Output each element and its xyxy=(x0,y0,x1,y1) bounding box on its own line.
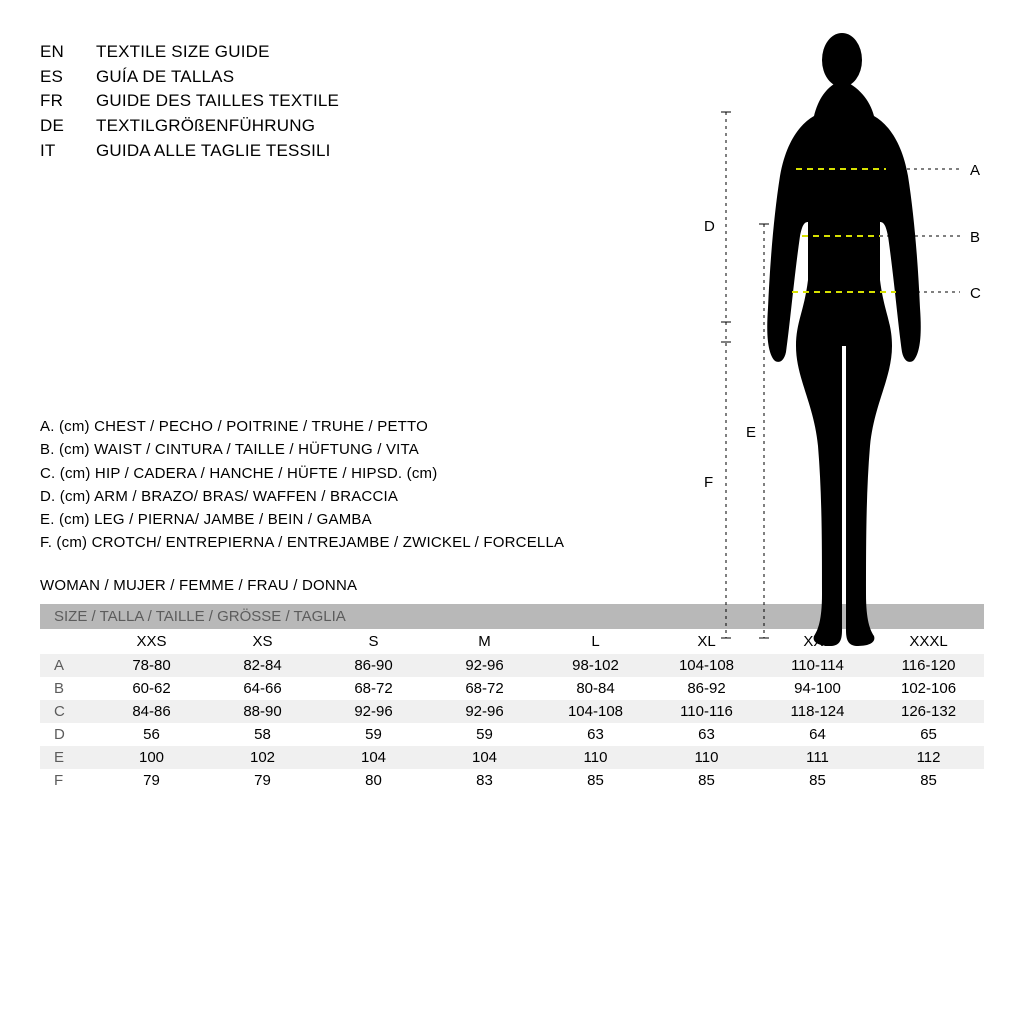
cell: 111 xyxy=(762,746,873,769)
cell: 63 xyxy=(651,723,762,746)
cell: 63 xyxy=(540,723,651,746)
cell: 59 xyxy=(318,723,429,746)
cell: 68-72 xyxy=(429,677,540,700)
figure-label-c: C xyxy=(970,285,981,302)
figure-label-e: E xyxy=(746,424,756,441)
cell: 88-90 xyxy=(207,700,318,723)
lang-text: GUIDE DES TAILLES TEXTILE xyxy=(96,89,339,114)
col-xs: XS xyxy=(207,629,318,654)
cell: 78-80 xyxy=(96,654,207,677)
col-s: S xyxy=(318,629,429,654)
table-corner xyxy=(40,629,96,654)
row-label: F xyxy=(40,769,96,792)
row-label: D xyxy=(40,723,96,746)
col-xxs: XXS xyxy=(96,629,207,654)
cell: 64 xyxy=(762,723,873,746)
cell: 92-96 xyxy=(429,654,540,677)
cell: 85 xyxy=(762,769,873,792)
lang-text: TEXTILE SIZE GUIDE xyxy=(96,40,270,65)
table-row: C 84-86 88-90 92-96 92-96 104-108 110-11… xyxy=(40,700,984,723)
table-row: B 60-62 64-66 68-72 68-72 80-84 86-92 94… xyxy=(40,677,984,700)
cell: 104-108 xyxy=(540,700,651,723)
lang-code: IT xyxy=(40,139,96,164)
woman-silhouette-icon xyxy=(767,33,921,646)
cell: 92-96 xyxy=(429,700,540,723)
cell: 102-106 xyxy=(873,677,984,700)
cell: 112 xyxy=(873,746,984,769)
lang-text: GUÍA DE TALLAS xyxy=(96,65,234,90)
cell: 110 xyxy=(651,746,762,769)
cell: 104 xyxy=(429,746,540,769)
cell: 118-124 xyxy=(762,700,873,723)
cell: 79 xyxy=(207,769,318,792)
cell: 85 xyxy=(873,769,984,792)
cell: 85 xyxy=(651,769,762,792)
cell: 79 xyxy=(96,769,207,792)
cell: 80 xyxy=(318,769,429,792)
table-row: E 100 102 104 104 110 110 111 112 xyxy=(40,746,984,769)
table-row: F 79 79 80 83 85 85 85 85 xyxy=(40,769,984,792)
cell: 64-66 xyxy=(207,677,318,700)
row-label: C xyxy=(40,700,96,723)
lang-text: GUIDA ALLE TAGLIE TESSILI xyxy=(96,139,331,164)
cell: 100 xyxy=(96,746,207,769)
figure-label-d: D xyxy=(704,218,715,235)
figure-label-f: F xyxy=(704,474,713,491)
lang-code: ES xyxy=(40,65,96,90)
cell: 85 xyxy=(540,769,651,792)
cell: 65 xyxy=(873,723,984,746)
lang-code: EN xyxy=(40,40,96,65)
table-row: D 56 58 59 59 63 63 64 65 xyxy=(40,723,984,746)
cell: 58 xyxy=(207,723,318,746)
row-label: E xyxy=(40,746,96,769)
cell: 110-116 xyxy=(651,700,762,723)
row-label: B xyxy=(40,677,96,700)
figure-label-a: A xyxy=(970,162,980,179)
cell: 82-84 xyxy=(207,654,318,677)
cell: 83 xyxy=(429,769,540,792)
lang-code: FR xyxy=(40,89,96,114)
body-silhouette-figure: A B C D E F xyxy=(608,26,1008,666)
cell: 94-100 xyxy=(762,677,873,700)
cell: 92-96 xyxy=(318,700,429,723)
figure-label-b: B xyxy=(970,229,980,246)
cell: 56 xyxy=(96,723,207,746)
cell: 86-90 xyxy=(318,654,429,677)
cell: 84-86 xyxy=(96,700,207,723)
col-m: M xyxy=(429,629,540,654)
cell: 80-84 xyxy=(540,677,651,700)
cell: 126-132 xyxy=(873,700,984,723)
cell: 110 xyxy=(540,746,651,769)
cell: 60-62 xyxy=(96,677,207,700)
cell: 104 xyxy=(318,746,429,769)
cell: 68-72 xyxy=(318,677,429,700)
lang-code: DE xyxy=(40,114,96,139)
cell: 102 xyxy=(207,746,318,769)
cell: 86-92 xyxy=(651,677,762,700)
lang-text: TEXTILGRÖßENFÜHRUNG xyxy=(96,114,315,139)
cell: 59 xyxy=(429,723,540,746)
silhouette-svg xyxy=(608,26,1008,666)
row-label: A xyxy=(40,654,96,677)
